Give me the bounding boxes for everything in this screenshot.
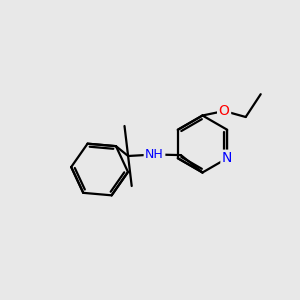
Text: O: O (219, 104, 230, 118)
Text: N: N (222, 151, 232, 165)
Text: NH: NH (145, 148, 164, 161)
